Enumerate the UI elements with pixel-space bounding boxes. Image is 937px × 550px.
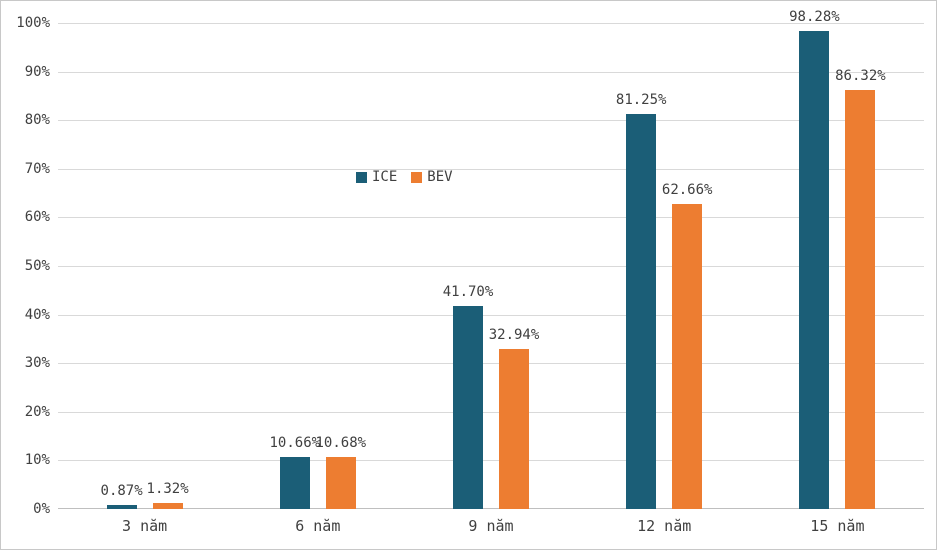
gridline-90 (58, 71, 924, 73)
gridline-20 (58, 411, 924, 413)
x-axis-line (58, 508, 924, 509)
gridline-50 (58, 266, 924, 267)
y-tick-label-30: 30% (24, 355, 50, 372)
x-tick-label-1: 3 năm (122, 517, 168, 535)
bar-ice-6-năm (279, 457, 310, 509)
bar-value-label-bev-1: 1.32% (146, 480, 189, 497)
y-tick-label-90: 90% (24, 63, 50, 80)
legend-label-ice: ICE (372, 169, 398, 185)
x-tick-label-2: 6 năm (295, 517, 341, 535)
bar-bev-6-năm (325, 457, 356, 509)
bar-ice-3-năm (106, 504, 137, 509)
bar-bev-12-năm (672, 204, 703, 509)
y-tick-label-100: 100% (16, 15, 50, 31)
bar-value-label-bev-5: 86.32% (835, 67, 886, 84)
legend: ICE BEV (356, 169, 453, 185)
y-tick-label-50: 50% (24, 258, 50, 274)
gridline-60 (58, 217, 924, 219)
bar-value-label-bev-4: 62.66% (661, 182, 713, 199)
y-tick-label-20: 20% (24, 403, 50, 420)
bar-bev-3-năm (152, 502, 183, 509)
bar-ice-9-năm (453, 306, 483, 509)
y-tick-label-10: 10% (24, 452, 50, 469)
bar-ice-12-năm (626, 114, 657, 509)
legend-label-bev: BEV (427, 169, 453, 185)
y-tick-label-0: 0% (33, 501, 50, 517)
bar-value-label-bev-2: 10.68% (315, 435, 367, 452)
x-tick-label-3: 9 năm (468, 517, 514, 535)
gridline-10 (58, 460, 924, 462)
gridline-40 (58, 314, 924, 316)
legend-swatch-icon (356, 171, 367, 183)
bar-value-label-ice-3: 41.70% (442, 284, 494, 301)
bar-value-label-ice-2: 10.66% (269, 435, 321, 452)
bar-bev-15-năm (845, 89, 876, 509)
gridline-30 (58, 363, 924, 365)
y-tick-label-60: 60% (24, 209, 50, 226)
bar-ice-15-năm (799, 31, 830, 509)
x-tick-label-4: 12 năm (637, 517, 692, 535)
bar-value-label-ice-4: 81.25% (615, 92, 667, 109)
bar-bev-9-năm (499, 348, 529, 509)
y-tick-label-70: 70% (24, 160, 50, 177)
bar-value-label-bev-3: 32.94% (488, 326, 540, 343)
legend-item-bev: BEV (411, 169, 453, 185)
x-tick-label-5: 15 năm (810, 517, 865, 535)
y-tick-label-40: 40% (24, 306, 50, 323)
legend-swatch-icon (411, 171, 423, 183)
y-tick-label-80: 80% (24, 112, 50, 129)
gridline-70 (58, 168, 924, 170)
bar-value-label-ice-5: 98.28% (789, 9, 840, 26)
legend-item-ice: ICE (356, 169, 397, 185)
gridline-80 (58, 120, 924, 122)
bar-value-label-ice-1: 0.87% (100, 482, 143, 499)
plot-area: 0% 10% 20% 30% 40% 50% 60% 70% 80% 90% 100% 3 năm 0.… (16, 9, 924, 535)
gridline-100 (58, 23, 924, 24)
